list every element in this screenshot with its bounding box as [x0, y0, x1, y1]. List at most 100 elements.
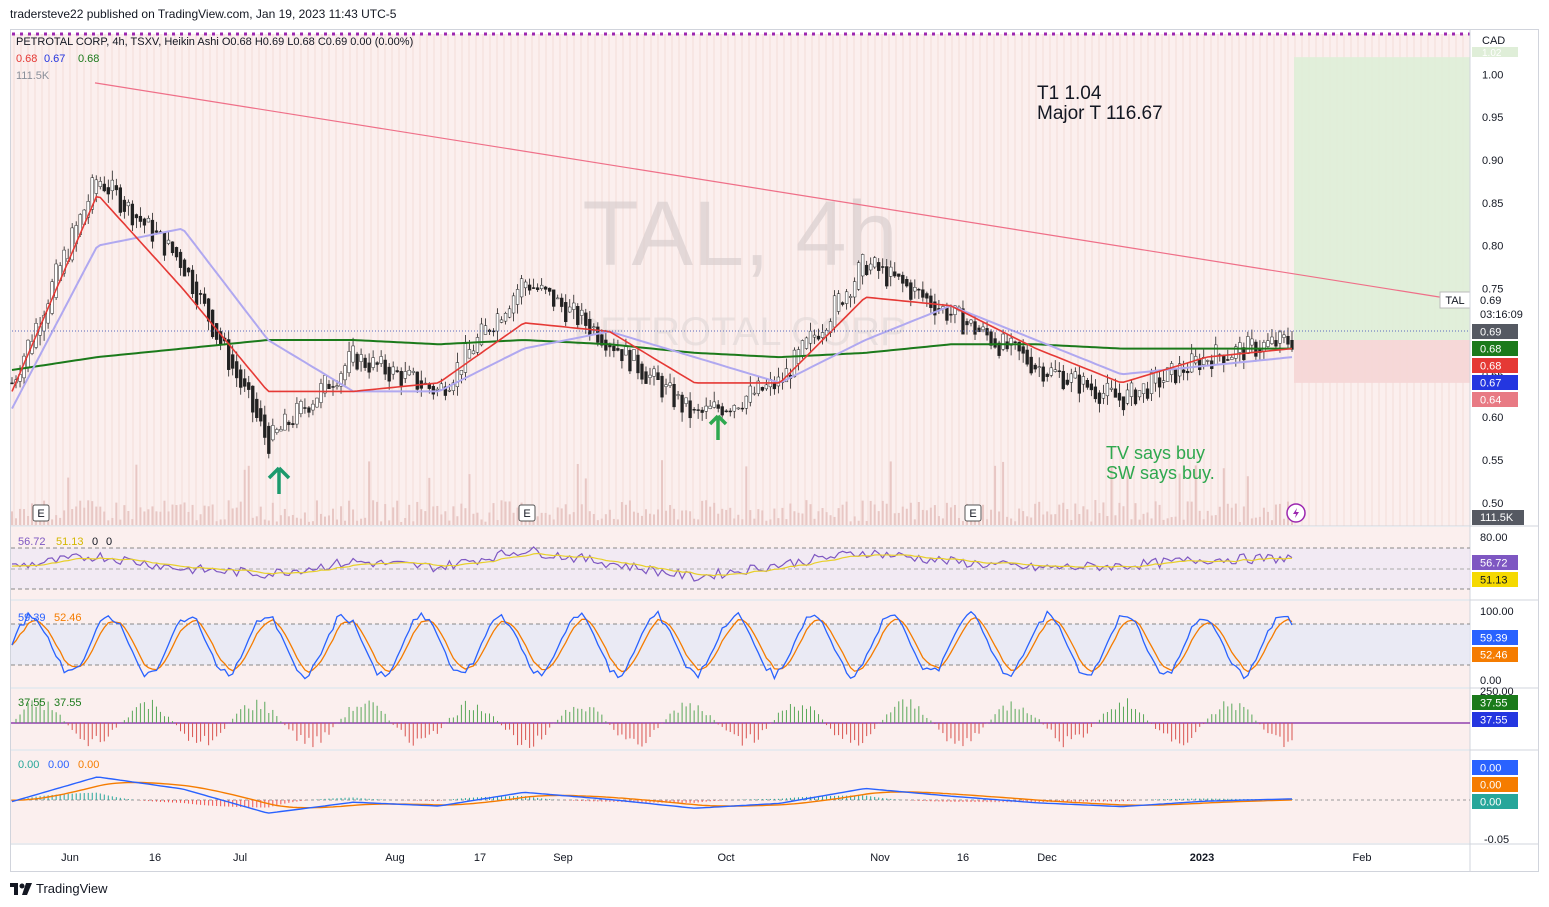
stoch-band — [11, 624, 1470, 665]
value-badge: 0.68 — [1480, 344, 1501, 356]
time-tick: 16 — [957, 852, 969, 864]
svg-text:TAL: TAL — [1445, 295, 1464, 307]
value-badge: 0.00 — [1480, 780, 1501, 792]
svg-text:52.46: 52.46 — [54, 612, 82, 624]
macd-badges: 0.00 0.00 0.00 — [1472, 760, 1518, 809]
stoch-legend: 59.39 52.46 — [18, 612, 82, 624]
stoch-badges: 59.39 52.46 — [1472, 630, 1518, 662]
price-tick: 0.60 — [1482, 412, 1503, 424]
momentum-histogram — [15, 698, 1293, 748]
countdown-label: 03:16:09 — [1480, 309, 1523, 321]
lightning-icon[interactable] — [1286, 503, 1306, 523]
macd-tick: -0.05 — [1484, 834, 1509, 846]
svg-text:0.00: 0.00 — [18, 759, 39, 771]
publish-info: tradersteve22 published on TradingView.c… — [10, 7, 397, 21]
value-badge: 0.68 — [1480, 361, 1501, 373]
value-badge: 52.46 — [1480, 650, 1508, 662]
time-tick: 17 — [474, 852, 486, 864]
stoch-tick-bottom: 0.00 — [1480, 675, 1501, 687]
price-tick: 0.80 — [1482, 241, 1503, 253]
value-badge: 56.72 — [1480, 558, 1508, 570]
time-tick: Oct — [717, 852, 734, 864]
svg-text:37.55: 37.55 — [54, 697, 82, 709]
earnings-marker[interactable]: E — [964, 504, 982, 522]
ma-legend-1: 0.68 — [16, 53, 37, 65]
momentum-legend: 37.55 37.55 — [18, 697, 82, 709]
value-badge: 37.55 — [1480, 698, 1508, 710]
watermark-main: TAL, 4h — [582, 183, 897, 285]
time-tick: Aug — [385, 852, 405, 864]
tradingview-brand[interactable]: TradingView — [10, 881, 108, 896]
brand-label: TradingView — [36, 881, 108, 896]
price-tick: 0.55 — [1482, 455, 1503, 467]
rsi-legend: 56.72 51.13 0 0 — [18, 536, 112, 548]
value-badge: 59.39 — [1480, 633, 1508, 645]
price-panel-bg — [11, 34, 1470, 526]
rsi-badges: 56.72 51.13 — [1472, 555, 1518, 587]
svg-text:59.39: 59.39 — [18, 612, 46, 624]
value-badge: 0.00 — [1480, 797, 1501, 809]
macd-legend: 0.00 0.00 0.00 — [18, 759, 99, 771]
volume-legend: 111.5K — [16, 70, 50, 82]
price-tick: 0.90 — [1482, 155, 1503, 167]
time-tick: 2023 — [1190, 852, 1214, 864]
watermark-sub: PETROTAL CORP — [573, 310, 906, 354]
earnings-marker[interactable]: E — [32, 504, 50, 522]
price-tick: 0.75 — [1482, 284, 1503, 296]
time-tick: Dec — [1037, 852, 1057, 864]
momentum-panel-bg — [11, 689, 1470, 749]
stoch-tick-top: 100.00 — [1480, 606, 1514, 618]
time-tick: Jun — [61, 852, 79, 864]
ma-legend-2: 0.67 — [44, 53, 65, 65]
earnings-marker[interactable]: E — [518, 504, 536, 522]
price-tick: 0.85 — [1482, 198, 1503, 210]
value-badge: 51.13 — [1480, 575, 1508, 587]
svg-text:0.00: 0.00 — [48, 759, 69, 771]
svg-text:0: 0 — [106, 536, 112, 548]
time-tick: Sep — [553, 852, 573, 864]
buy-arrow-2 — [708, 414, 728, 440]
svg-text:E: E — [37, 508, 44, 520]
trendline[interactable] — [94, 82, 1441, 298]
time-tick: Feb — [1353, 852, 1372, 864]
price-tick: 0.95 — [1482, 112, 1503, 124]
last-price-label: 0.69 — [1480, 295, 1501, 307]
ma-200-line — [11, 339, 1292, 371]
ma-legend-3: 0.68 — [78, 53, 99, 65]
time-tick: Jul — [233, 852, 247, 864]
candles — [10, 170, 1294, 459]
svg-text:0.00: 0.00 — [78, 759, 99, 771]
stoch-d-line — [11, 617, 1293, 673]
svg-text:0: 0 — [92, 536, 98, 548]
value-badge: 0.69 — [1480, 327, 1501, 339]
note-text-2: SW says buy. — [1106, 463, 1215, 483]
symbol-legend: PETROTAL CORP, 4h, TSXV, Heikin Ashi O0.… — [16, 36, 413, 48]
tradingview-logo-icon — [10, 882, 32, 895]
volume-badge: 111.5K — [1472, 510, 1524, 525]
stop-zone — [1294, 340, 1470, 383]
svg-text:37.55: 37.55 — [18, 697, 46, 709]
svg-text:111.5K: 111.5K — [1480, 512, 1514, 524]
chart-frame — [10, 29, 1539, 872]
main-legend: PETROTAL CORP, 4h, TSXV, Heikin Ashi O0.… — [16, 36, 413, 82]
svg-text:1.02: 1.02 — [1482, 48, 1502, 59]
note-text-1: TV says buy — [1106, 443, 1205, 463]
svg-text:51.13: 51.13 — [56, 536, 84, 548]
price-tick: 1.00 — [1482, 69, 1503, 81]
price-badges: 0.69 0.68 0.68 0.67 0.64 — [1472, 324, 1518, 407]
ma-purple-line — [11, 227, 1293, 410]
buy-arrow-1 — [267, 466, 291, 494]
value-badge: 0.00 — [1480, 763, 1501, 775]
target-text-1: T1 1.04 — [1037, 83, 1102, 104]
value-badge: 0.67 — [1480, 378, 1501, 390]
svg-text:56.72: 56.72 — [18, 536, 46, 548]
rsi-signal-line — [11, 552, 1293, 577]
macd-panel-bg — [11, 751, 1470, 843]
ticker-label: TAL — [1439, 291, 1471, 309]
value-badge: 0.64 — [1480, 395, 1501, 407]
price-axis[interactable]: 1.000.950.900.850.800.750.700.650.600.55… — [1482, 69, 1503, 510]
time-axis[interactable]: Jun 16 Jul Aug 17 Sep Oct Nov 16 Dec 2023 Feb — [61, 852, 1371, 864]
rsi-tick: 80.00 — [1480, 532, 1508, 544]
macd-line — [11, 776, 1293, 814]
